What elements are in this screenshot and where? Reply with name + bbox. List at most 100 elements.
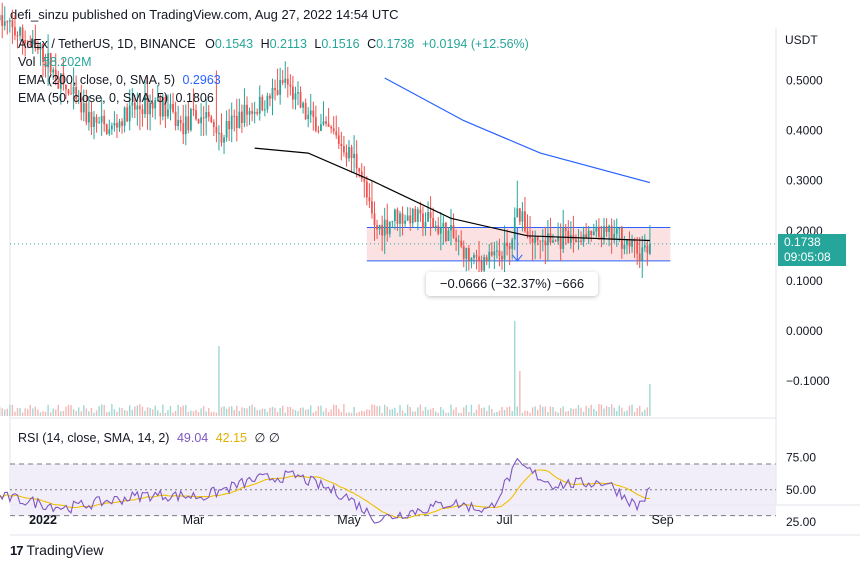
- candle-body: [516, 208, 519, 218]
- volume-bar: [445, 412, 447, 416]
- volume-bar: [47, 404, 49, 416]
- volume-bar: [106, 412, 108, 416]
- volume-bar: [340, 412, 343, 416]
- volume-bar: [276, 412, 279, 416]
- volume-bar: [42, 411, 44, 416]
- volume-bar: [333, 404, 335, 416]
- candle-body: [376, 225, 378, 230]
- candle-body: [238, 111, 241, 128]
- candle-body: [628, 239, 631, 247]
- candle-body: [623, 244, 626, 249]
- volume-bar: [157, 410, 159, 416]
- candle-body: [414, 208, 417, 222]
- candle-body: [182, 123, 185, 135]
- volume-bar: [100, 404, 103, 416]
- volume-bar: [256, 409, 258, 416]
- candle-body: [269, 95, 271, 99]
- volume-bar: [391, 409, 394, 416]
- volume-bar: [565, 411, 567, 416]
- candle-body: [281, 80, 284, 83]
- candle-body: [246, 104, 248, 115]
- candle-body: [192, 108, 195, 111]
- volume-bar: [572, 408, 575, 416]
- candle-body: [220, 132, 223, 143]
- volume-bar: [493, 412, 496, 416]
- volume-bar: [534, 406, 536, 416]
- volume-legend[interactable]: Vol 58.202M: [18, 55, 92, 69]
- volume-bar: [116, 411, 118, 416]
- volume-bar: [24, 408, 26, 416]
- volume-bar: [98, 406, 100, 416]
- volume-bar: [325, 408, 327, 416]
- volume-bar: [9, 404, 11, 416]
- volume-bar: [544, 406, 547, 416]
- candle-body: [498, 250, 501, 256]
- price-tick-label: −0.1000: [786, 374, 830, 388]
- candle-body: [450, 225, 452, 231]
- volume-bar: [185, 404, 187, 416]
- currency-label: USDT: [785, 33, 818, 47]
- candle-body: [613, 233, 616, 240]
- volume-bar: [75, 410, 77, 416]
- volume-bar: [409, 406, 411, 416]
- candle-body: [156, 97, 159, 101]
- ema50-line: [254, 147, 650, 242]
- ema200-legend[interactable]: EMA (200, close, 0, SMA, 5) 0.2963: [18, 73, 221, 87]
- ema50-legend[interactable]: EMA (50, close, 0, SMA, 5) 0.1806: [18, 91, 214, 105]
- candle-body: [136, 105, 139, 110]
- volume-bar: [269, 407, 271, 416]
- tradingview-logo-icon: 17: [10, 542, 24, 558]
- volume-bar: [180, 407, 182, 416]
- volume-bar: [190, 410, 192, 416]
- candle-body: [37, 45, 39, 50]
- candle-body: [164, 96, 167, 117]
- candle-body: [496, 250, 498, 252]
- volume-bar: [552, 407, 554, 416]
- volume-bar: [49, 412, 52, 416]
- candle-body: [524, 211, 526, 232]
- volume-bar: [470, 404, 473, 416]
- volume-bar: [317, 406, 320, 416]
- ohlc-legend[interactable]: AdEx / TetherUS, 1D, BINANCE O0.1543 H0.…: [18, 37, 529, 51]
- volume-bar: [498, 410, 501, 416]
- candle-body: [638, 253, 641, 261]
- volume-bar: [215, 412, 218, 416]
- rsi-legend[interactable]: RSI (14, close, SMA, 14, 2) 49.04 42.15 …: [18, 431, 280, 445]
- volume-bar: [121, 407, 123, 416]
- candle-body: [554, 240, 557, 242]
- candle-body: [67, 89, 70, 94]
- volume-bar: [162, 404, 164, 416]
- open-value: 0.1543: [214, 37, 254, 51]
- candle-body: [391, 221, 394, 223]
- candle-body: [457, 240, 460, 242]
- volume-bar: [378, 406, 381, 416]
- candle-body: [330, 126, 333, 129]
- volume-bar: [603, 408, 605, 416]
- volume-bar: [307, 409, 309, 416]
- candle-body: [271, 88, 274, 99]
- volume-bar: [259, 409, 261, 416]
- candle-body: [49, 53, 52, 73]
- volume-bar: [417, 407, 419, 416]
- candle-body: [190, 108, 192, 131]
- candle-body: [460, 240, 463, 247]
- candle-body: [59, 73, 62, 89]
- candle-body: [442, 222, 445, 228]
- volume-bar: [251, 404, 253, 416]
- candle-body: [309, 110, 312, 115]
- candle-body: [631, 240, 633, 247]
- volume-bar: [501, 407, 503, 416]
- candle-body: [304, 102, 307, 120]
- volume-bar: [90, 407, 93, 416]
- volume-bar: [83, 405, 85, 416]
- last-price-tag: 0.1738 09:05:08: [778, 234, 846, 266]
- candle-body: [131, 102, 134, 106]
- candle-body: [85, 103, 88, 123]
- candle-body: [258, 96, 261, 114]
- volume-bar: [287, 406, 289, 416]
- volume-bar: [72, 409, 75, 416]
- volume-bar: [261, 408, 263, 416]
- candle-body: [416, 209, 419, 222]
- volume-bar: [623, 411, 626, 416]
